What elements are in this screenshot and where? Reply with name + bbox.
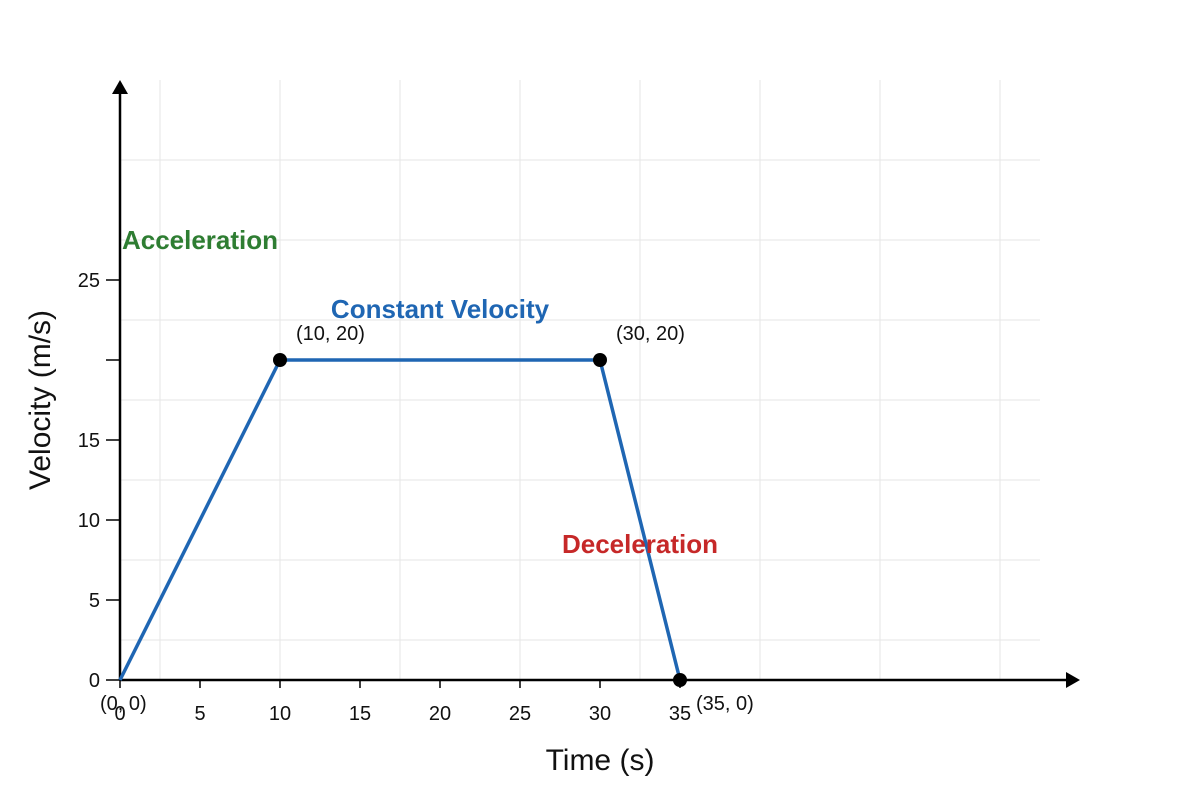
- y-tick-label: 0: [89, 670, 100, 692]
- y-axis-title: Velocity (m/s): [24, 310, 57, 490]
- data-point-marker: [593, 353, 607, 367]
- chart-ticks: 0 5 10 15 20 25 30 35 0 5 10 15 25: [78, 270, 691, 725]
- y-tick-label: 15: [78, 430, 100, 452]
- x-tick-label: 25: [509, 703, 531, 725]
- chart-series: [118, 353, 687, 687]
- velocity-series-line: [118, 358, 682, 681]
- point-label: (10, 20): [296, 323, 365, 345]
- chart-axes: [112, 80, 1080, 688]
- phase-annotation: Constant Velocity: [331, 294, 550, 324]
- data-point-marker: [273, 353, 287, 367]
- x-tick-label: 20: [429, 703, 451, 725]
- chart-grid: [120, 80, 1040, 680]
- point-label: (35, 0): [696, 693, 754, 715]
- x-tick-label: 5: [194, 703, 205, 725]
- y-tick-label: 10: [78, 510, 100, 532]
- y-tick-label: 25: [78, 270, 100, 292]
- phase-annotation: Deceleration: [562, 529, 718, 559]
- chart-labels: (0, 0) (10, 20) (30, 20) (35, 0) Acceleratio…: [100, 225, 754, 715]
- x-axis-title: Time (s): [546, 744, 655, 777]
- x-tick-label: 35: [669, 703, 691, 725]
- x-tick-label: 30: [589, 703, 611, 725]
- x-tick-label: 10: [269, 703, 291, 725]
- data-point-marker: [673, 673, 687, 687]
- x-tick-label: 0: [114, 703, 125, 725]
- y-tick-label: 5: [89, 590, 100, 612]
- y-axis-arrow: [112, 80, 128, 94]
- x-axis-arrow: [1066, 672, 1080, 688]
- point-label: (30, 20): [616, 323, 685, 345]
- phase-annotation: Acceleration: [122, 225, 278, 255]
- x-tick-label: 15: [349, 703, 371, 725]
- point-label: (0, 0): [100, 693, 147, 715]
